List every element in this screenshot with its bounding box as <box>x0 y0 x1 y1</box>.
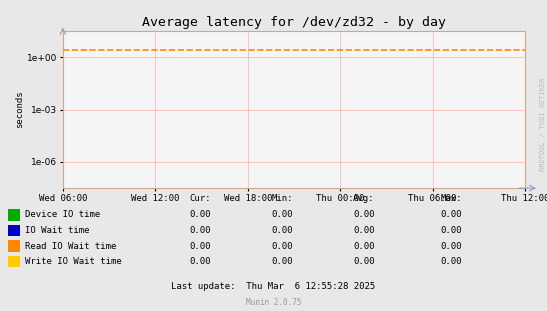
Text: Avg:: Avg: <box>353 193 375 202</box>
Text: IO Wait time: IO Wait time <box>25 226 89 235</box>
Text: Munin 2.0.75: Munin 2.0.75 <box>246 298 301 307</box>
Text: 0.00: 0.00 <box>271 211 293 219</box>
Text: 0.00: 0.00 <box>441 226 462 235</box>
Text: 0.00: 0.00 <box>189 257 211 266</box>
Text: 0.00: 0.00 <box>271 226 293 235</box>
Text: Read IO Wait time: Read IO Wait time <box>25 242 116 250</box>
Text: 0.00: 0.00 <box>353 257 375 266</box>
Text: 0.00: 0.00 <box>353 226 375 235</box>
Text: 0.00: 0.00 <box>441 257 462 266</box>
Text: 0.00: 0.00 <box>441 242 462 250</box>
Text: 0.00: 0.00 <box>441 211 462 219</box>
Text: Device IO time: Device IO time <box>25 211 100 219</box>
Text: 0.00: 0.00 <box>189 211 211 219</box>
Y-axis label: seconds: seconds <box>15 91 24 128</box>
Text: 0.00: 0.00 <box>189 242 211 250</box>
Text: 0.00: 0.00 <box>271 242 293 250</box>
Text: 0.00: 0.00 <box>353 242 375 250</box>
Text: 0.00: 0.00 <box>271 257 293 266</box>
Title: Average latency for /dev/zd32 - by day: Average latency for /dev/zd32 - by day <box>142 16 446 29</box>
Text: Cur:: Cur: <box>189 193 211 202</box>
Text: Write IO Wait time: Write IO Wait time <box>25 257 121 266</box>
Text: 0.00: 0.00 <box>353 211 375 219</box>
Text: Min:: Min: <box>271 193 293 202</box>
Text: RRDTOOL / TOBI OETIKER: RRDTOOL / TOBI OETIKER <box>540 78 546 171</box>
Text: Max:: Max: <box>441 193 462 202</box>
Text: Last update:  Thu Mar  6 12:55:28 2025: Last update: Thu Mar 6 12:55:28 2025 <box>171 281 376 290</box>
Text: 0.00: 0.00 <box>189 226 211 235</box>
